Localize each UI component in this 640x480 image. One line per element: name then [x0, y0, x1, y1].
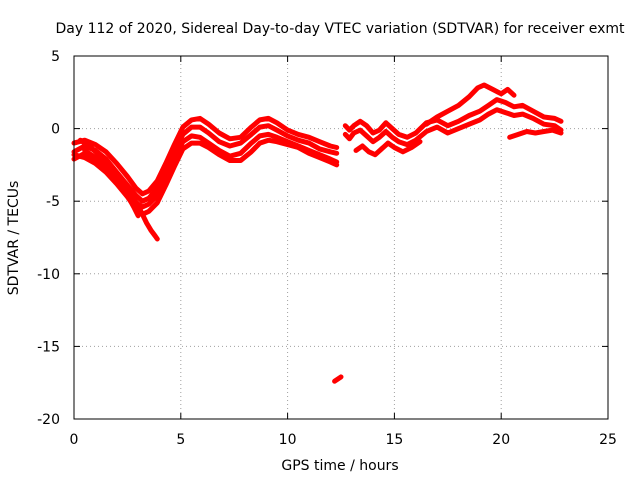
- x-tick-label: 10: [279, 432, 297, 448]
- trace-6-line: [82, 147, 141, 219]
- trace-5-line: [77, 137, 160, 242]
- trace-9-line: [342, 107, 564, 148]
- y-tick-labels: 5 0 -5 -10 -15 -20: [37, 49, 60, 428]
- y-tick-label: -20: [37, 412, 60, 428]
- trace-7-line: [332, 374, 344, 384]
- x-axis-label: GPS time / hours: [281, 458, 398, 474]
- y-tick-label: 5: [51, 49, 60, 65]
- axis-ticks: [73, 55, 609, 420]
- x-tick-label: 20: [492, 432, 510, 448]
- x-tick-labels: 0 5 10 15 20 25: [70, 432, 617, 448]
- data-traces: [71, 82, 564, 384]
- x-tick-label: 25: [599, 432, 617, 448]
- trace-1-line: [71, 115, 340, 197]
- y-axis-label: SDTVAR / TECUs: [6, 181, 22, 296]
- plot-frame: [73, 55, 609, 420]
- x-tick-label: 5: [176, 432, 185, 448]
- trace-12-line: [507, 127, 564, 140]
- y-tick-label: -15: [37, 339, 60, 355]
- y-tick-label: -5: [46, 194, 60, 210]
- grid: [74, 56, 608, 419]
- y-tick-label: -10: [37, 267, 60, 283]
- trace-10-line: [353, 139, 423, 158]
- chart-title: Day 112 of 2020, Sidereal Day-to-day VTE…: [56, 21, 626, 37]
- trace-11-line: [423, 82, 517, 127]
- x-tick-label: 15: [385, 432, 403, 448]
- x-tick-label: 0: [70, 432, 79, 448]
- y-tick-label: 0: [51, 122, 60, 138]
